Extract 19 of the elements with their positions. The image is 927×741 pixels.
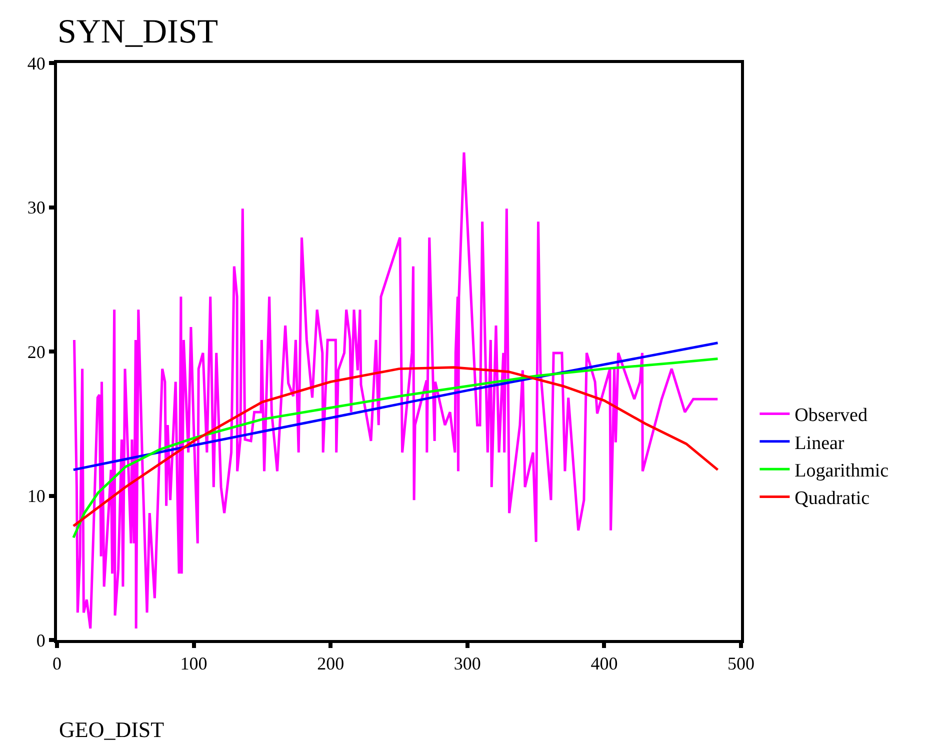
x-tick-label: 500 bbox=[728, 654, 754, 674]
line-series bbox=[72, 342, 719, 472]
y-tick-label: 10 bbox=[27, 486, 46, 506]
legend-label: Linear bbox=[794, 432, 845, 454]
y-tick-label: 40 bbox=[27, 53, 46, 74]
x-axis-title: GEO_DIST bbox=[59, 717, 165, 741]
line-series bbox=[72, 151, 719, 630]
x-tick-label: 400 bbox=[590, 654, 618, 674]
x-tick-label: 300 bbox=[454, 654, 481, 674]
legend-label: Quadratic bbox=[794, 488, 870, 510]
y-tick-label: 30 bbox=[27, 198, 46, 218]
x-tick-label: 0 bbox=[52, 654, 62, 674]
y-tick-label: 20 bbox=[27, 342, 46, 362]
x-tick-label: 200 bbox=[317, 654, 344, 674]
legend-label: Observed bbox=[794, 405, 868, 426]
legend-label: Logarithmic bbox=[794, 460, 889, 482]
chart-title: SYN_DIST bbox=[57, 13, 218, 50]
y-tick-label: 0 bbox=[36, 630, 46, 650]
x-tick-label: 100 bbox=[180, 654, 208, 674]
